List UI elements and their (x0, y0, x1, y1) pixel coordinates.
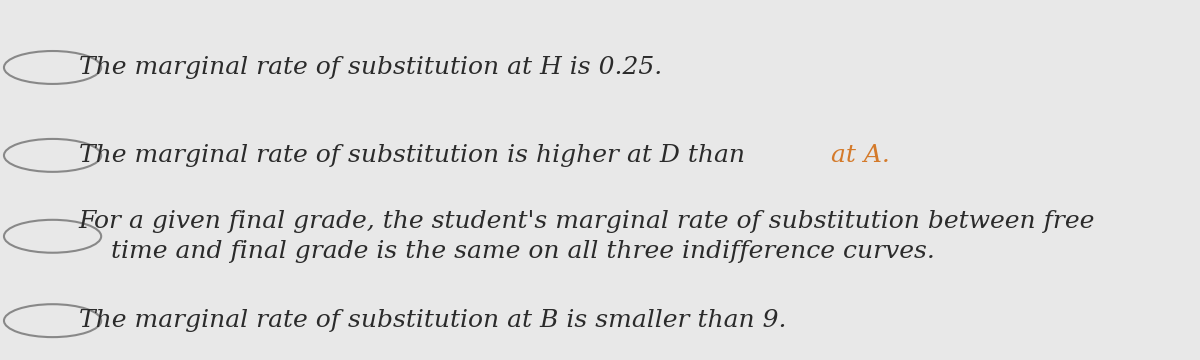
Text: For a given final grade, the student's marginal rate of substitution between fre: For a given final grade, the student's m… (78, 210, 1094, 263)
Text: The marginal rate of substitution at B is smaller than 9.: The marginal rate of substitution at B i… (78, 309, 786, 332)
Text: The marginal rate of substitution at H is 0.25.: The marginal rate of substitution at H i… (78, 56, 661, 79)
Text: at A.: at A. (832, 144, 890, 167)
Text: The marginal rate of substitution is higher at D than: The marginal rate of substitution is hig… (78, 144, 752, 167)
